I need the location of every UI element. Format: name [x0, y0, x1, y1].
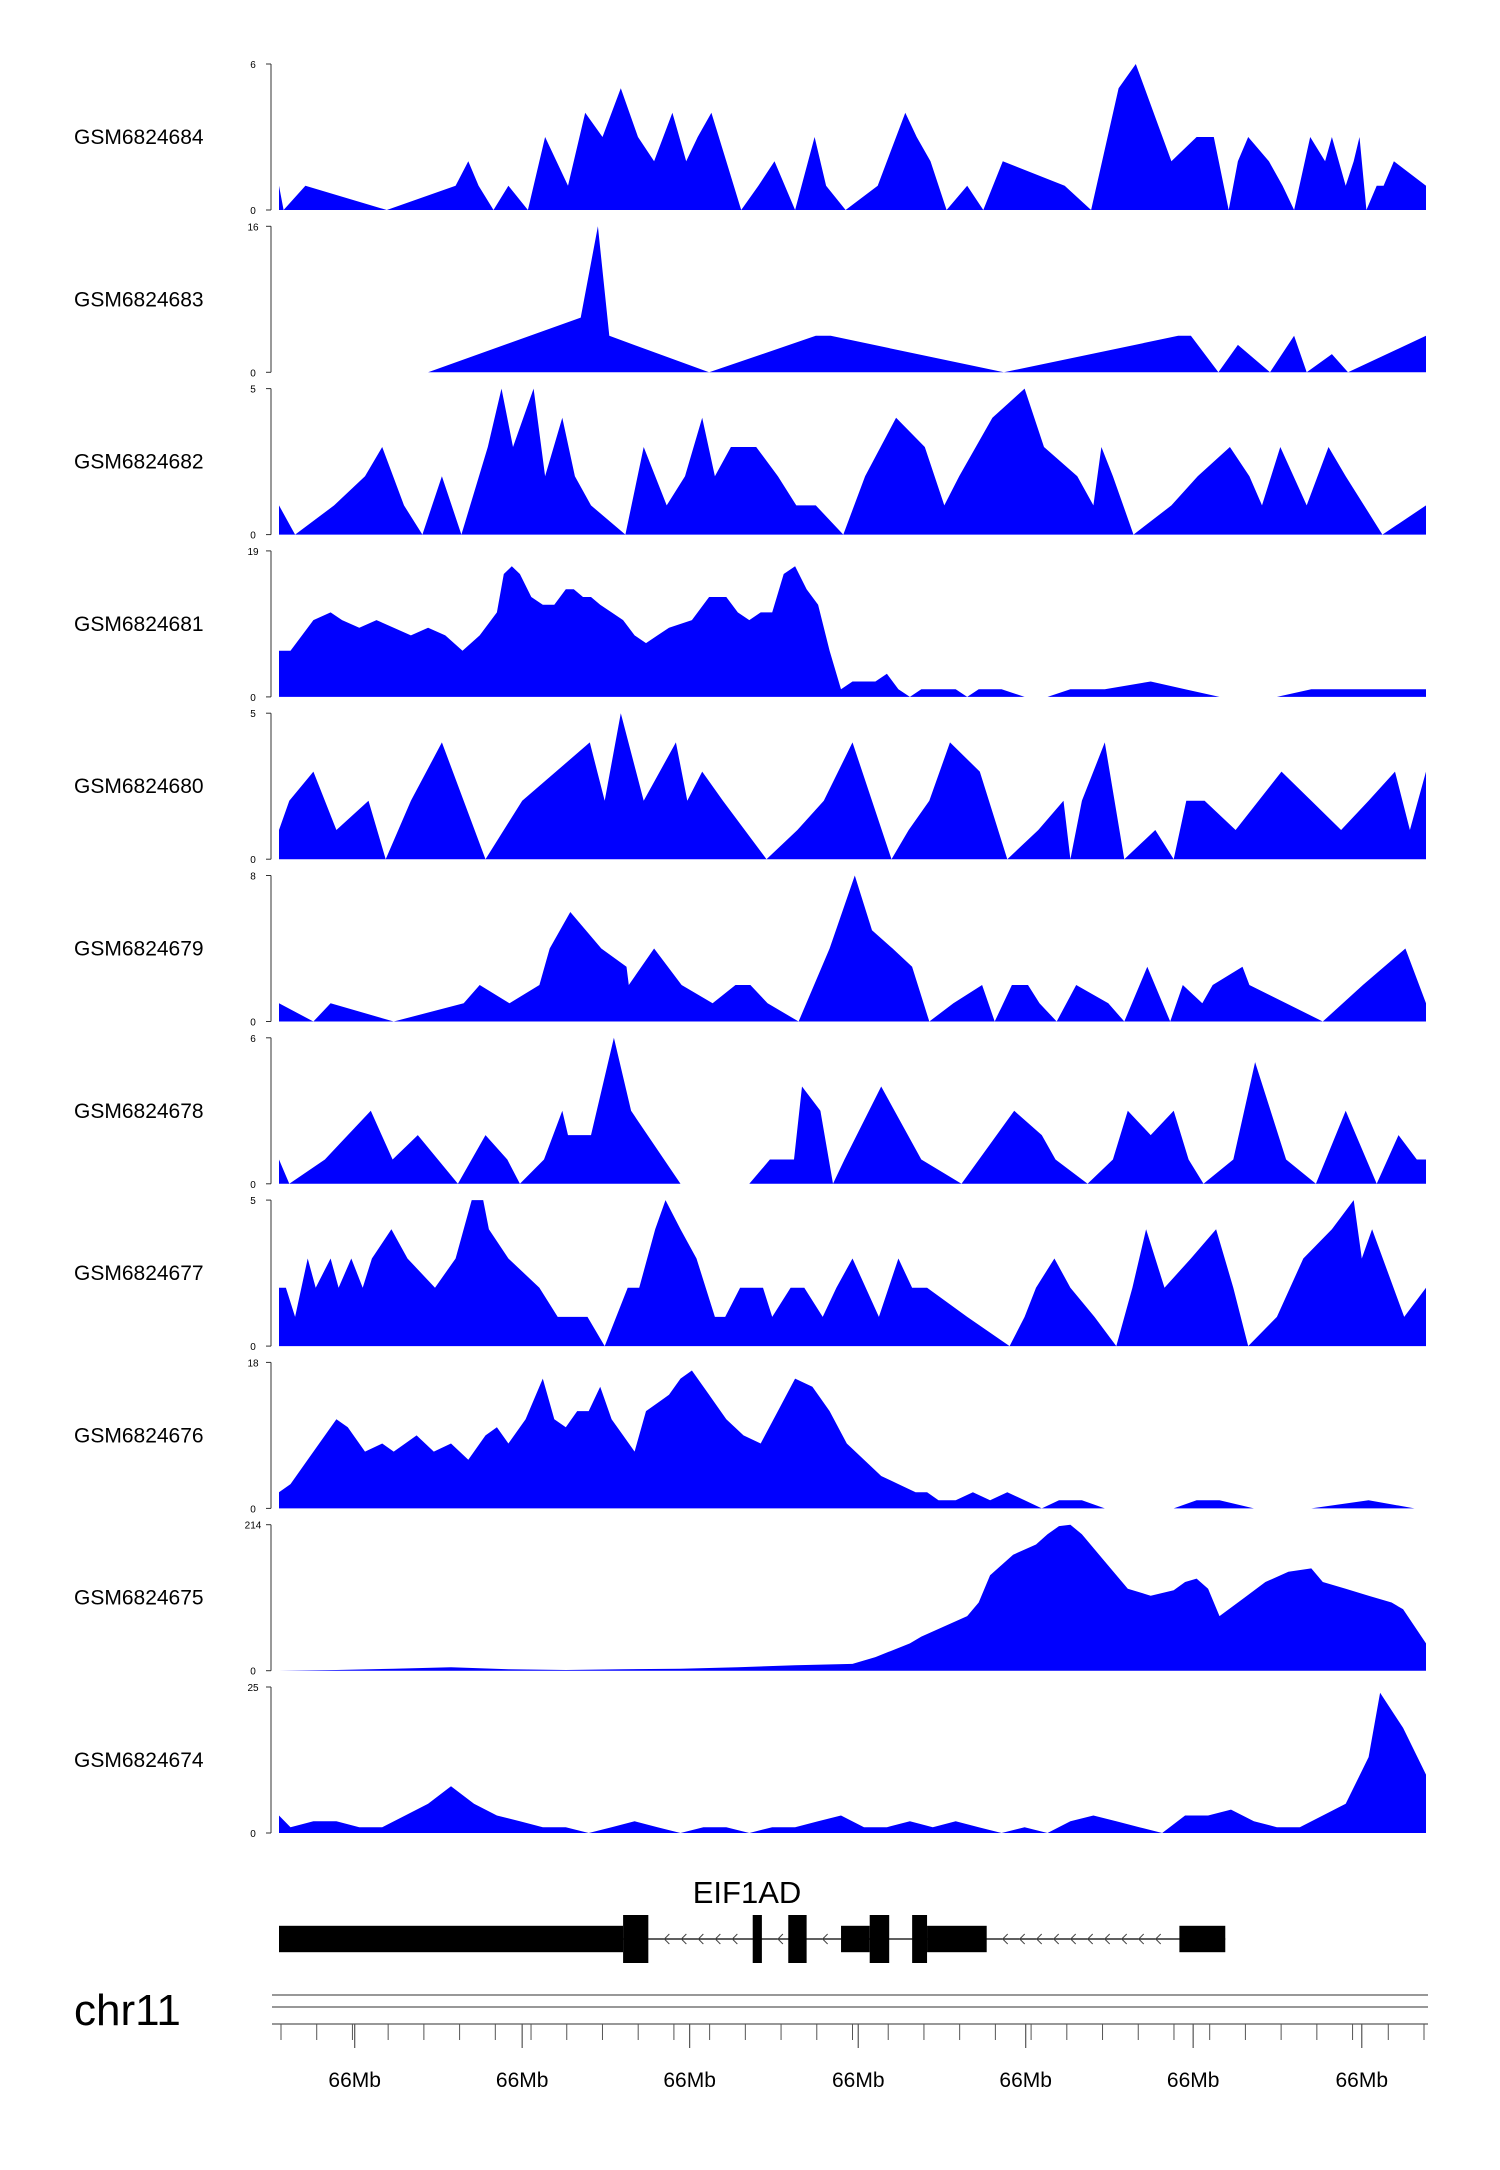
track-GSM6824676: GSM6824676 18 0 — [74, 1358, 1426, 1515]
track-GSM6824680: GSM6824680 5 0 — [74, 709, 1426, 866]
track-y-min-label: 0 — [250, 1829, 256, 1840]
strand-arrow — [731, 1933, 738, 1945]
track-area — [279, 1370, 1426, 1509]
gene-exon — [912, 1915, 928, 1963]
track-y-max-label: 8 — [250, 872, 256, 883]
track-y-max-label: 5 — [250, 1196, 256, 1207]
track-y-max-label: 25 — [247, 1683, 259, 1694]
gene-exon — [1179, 1925, 1226, 1953]
track-y-max-label: 5 — [250, 709, 256, 720]
track-label: GSM6824675 — [74, 1587, 204, 1610]
axis-tick-label: 66Mb — [999, 2069, 1052, 2092]
genome-axis-ticks: 66Mb 66Mb 66Mb 66Mb 66Mb 66Mb 66Mb — [280, 2024, 1425, 2092]
strand-arrow — [1137, 1933, 1145, 1945]
track-label: GSM6824677 — [74, 1262, 204, 1285]
strand-arrow — [1018, 1933, 1026, 1945]
track-area — [428, 226, 1427, 373]
track-area — [279, 1692, 1426, 1833]
track-y-min-label: 0 — [250, 206, 256, 217]
chromosome-label: chr11 — [74, 1986, 181, 2035]
track-area — [279, 713, 1426, 860]
track-GSM6824674: GSM6824674 25 0 — [74, 1683, 1426, 1840]
strand-arrow — [1154, 1933, 1162, 1945]
axis-tick-label: 66Mb — [1336, 2069, 1389, 2092]
track-area — [279, 566, 1426, 697]
axis-tick-label: 66Mb — [496, 2069, 549, 2092]
track-label: GSM6824678 — [74, 1100, 204, 1123]
strand-arrow — [777, 1933, 784, 1945]
gene-exon — [279, 1925, 624, 1953]
track-GSM6824684: GSM6824684 6 0 — [74, 60, 1426, 217]
strand-arrow — [680, 1933, 687, 1945]
track-label: GSM6824674 — [74, 1749, 204, 1772]
strand-arrow — [1086, 1933, 1094, 1945]
genome-axis-track: chr11 66Mb 66Mb 66Mb 66Mb 66Mb 66Mb 66Mb — [74, 1986, 1428, 2092]
track-area — [279, 64, 1426, 210]
track-y-max-label: 6 — [250, 1034, 256, 1045]
strand-arrow — [1001, 1933, 1009, 1945]
track-y-min-label: 0 — [250, 855, 256, 866]
track-y-max-label: 214 — [245, 1521, 262, 1532]
coverage-tracks: GSM682468460GSM6824683160GSM682468250GSM… — [74, 60, 1427, 1840]
strand-arrow — [1120, 1933, 1128, 1945]
track-GSM6824683: GSM6824683 16 0 — [74, 222, 1427, 379]
track-y-min-label: 0 — [250, 1342, 256, 1353]
track-y-min-label: 0 — [250, 693, 256, 704]
gene-exon — [927, 1925, 987, 1953]
track-label: GSM6824684 — [74, 126, 204, 149]
gene-model-track: EIF1AD — [279, 1875, 1226, 1963]
track-area — [279, 388, 1426, 535]
gene-label: EIF1AD — [693, 1875, 802, 1910]
track-area — [279, 875, 1426, 1022]
track-label: GSM6824680 — [74, 775, 204, 798]
track-GSM6824675: GSM6824675 214 0 — [74, 1521, 1426, 1678]
gene-exons — [279, 1915, 1226, 1963]
strand-arrow — [697, 1933, 704, 1945]
intron-arrows — [663, 1933, 1162, 1945]
track-area — [279, 1037, 1426, 1184]
track-y-max-label: 6 — [250, 60, 256, 71]
track-y-min-label: 0 — [250, 368, 256, 379]
track-y-min-label: 0 — [250, 1667, 256, 1678]
track-label: GSM6824676 — [74, 1424, 204, 1447]
strand-arrow — [1052, 1933, 1060, 1945]
track-y-max-label: 19 — [247, 547, 259, 558]
track-y-max-label: 16 — [247, 222, 259, 233]
track-y-min-label: 0 — [250, 531, 256, 542]
track-GSM6824679: GSM6824679 8 0 — [74, 872, 1426, 1029]
track-y-max-label: 18 — [247, 1358, 259, 1369]
gene-exon — [841, 1925, 870, 1953]
track-label: GSM6824679 — [74, 938, 204, 961]
track-y-max-label: 5 — [250, 385, 256, 396]
track-GSM6824677: GSM6824677 5 0 — [74, 1196, 1426, 1353]
axis-tick-label: 66Mb — [663, 2069, 716, 2092]
strand-arrow — [714, 1933, 721, 1945]
track-label: GSM6824681 — [74, 613, 204, 636]
track-label: GSM6824682 — [74, 451, 204, 474]
gene-exon — [623, 1915, 649, 1963]
track-area — [279, 1200, 1426, 1347]
gene-exon — [788, 1915, 807, 1963]
track-GSM6824682: GSM6824682 5 0 — [74, 385, 1426, 542]
strand-arrow — [1035, 1933, 1043, 1945]
track-area — [279, 1524, 1426, 1671]
axis-tick-label: 66Mb — [832, 2069, 885, 2092]
track-y-min-label: 0 — [250, 1504, 256, 1515]
strand-arrow — [663, 1933, 670, 1945]
gene-exon — [869, 1915, 890, 1963]
track-y-min-label: 0 — [250, 1180, 256, 1191]
track-GSM6824681: GSM6824681 19 0 — [74, 547, 1426, 704]
axis-tick-label: 66Mb — [1167, 2069, 1220, 2092]
gene-exon — [752, 1915, 762, 1963]
track-y-min-label: 0 — [250, 1018, 256, 1029]
strand-arrow — [821, 1933, 828, 1945]
strand-arrow — [1069, 1933, 1077, 1945]
track-GSM6824678: GSM6824678 6 0 — [74, 1034, 1426, 1191]
axis-tick-label: 66Mb — [328, 2069, 381, 2092]
track-label: GSM6824683 — [74, 288, 204, 311]
strand-arrow — [1103, 1933, 1111, 1945]
